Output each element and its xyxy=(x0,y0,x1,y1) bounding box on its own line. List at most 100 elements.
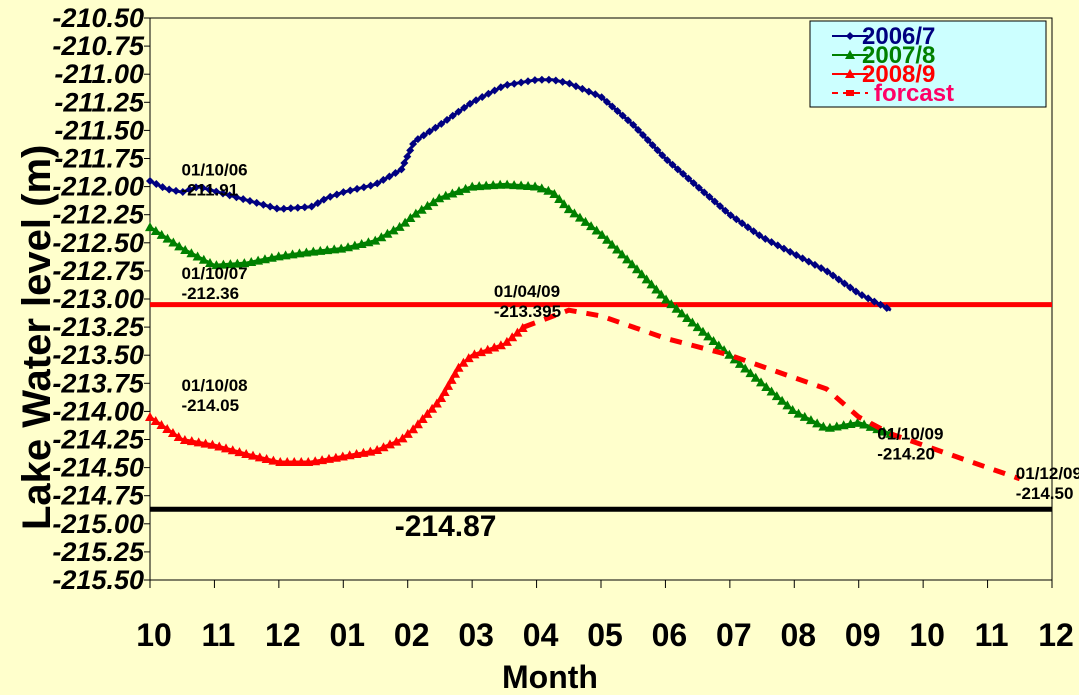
data-point xyxy=(261,453,272,463)
data-point xyxy=(287,249,298,259)
data-point xyxy=(467,181,478,191)
data-point xyxy=(716,202,725,211)
data-point xyxy=(150,416,161,426)
data-point xyxy=(171,186,180,195)
data-point xyxy=(817,264,826,273)
data-point xyxy=(388,225,399,235)
data-point xyxy=(397,433,408,443)
data-point xyxy=(732,215,741,224)
data-point xyxy=(185,185,194,194)
data-point xyxy=(214,441,225,451)
data-point xyxy=(416,204,427,214)
data-point xyxy=(602,234,613,244)
data-point xyxy=(413,135,422,144)
series-group xyxy=(145,75,1021,482)
data-point xyxy=(565,79,574,88)
data-point xyxy=(273,251,284,261)
data-point xyxy=(631,264,642,274)
data-point xyxy=(419,131,428,140)
data-point xyxy=(303,457,314,466)
data-point xyxy=(400,217,411,227)
data-point xyxy=(227,445,238,455)
data-point xyxy=(876,300,885,309)
data-point xyxy=(507,332,518,342)
data-point xyxy=(152,180,161,189)
x-tick-label: 08 xyxy=(780,617,816,653)
data-point xyxy=(516,180,527,190)
annotation-value: -211.91 xyxy=(181,180,238,199)
data-point xyxy=(530,181,541,191)
data-point xyxy=(530,76,539,85)
legend-item: 2006/7 xyxy=(832,23,935,50)
data-point xyxy=(326,192,335,201)
data-point xyxy=(410,208,421,218)
data-point xyxy=(397,165,406,174)
data-point xyxy=(463,353,474,363)
data-point xyxy=(425,127,434,136)
y-tick-label: -212.25 xyxy=(52,200,145,230)
data-point xyxy=(422,200,433,210)
data-point xyxy=(431,398,442,408)
data-point xyxy=(692,322,703,332)
data-point xyxy=(851,287,860,296)
data-point xyxy=(158,183,167,192)
data-point xyxy=(495,340,506,350)
data-point xyxy=(332,190,341,199)
x-tick-label: 05 xyxy=(587,617,623,653)
data-point xyxy=(489,342,500,352)
y-tick-label: -211.50 xyxy=(54,115,144,145)
data-point xyxy=(434,193,445,203)
data-point xyxy=(211,260,222,270)
data-point xyxy=(400,159,409,168)
legend-swatch-marker xyxy=(846,32,854,40)
data-point xyxy=(212,187,221,196)
data-point xyxy=(307,202,316,211)
data-point xyxy=(241,448,252,458)
data-point xyxy=(329,244,340,254)
data-point xyxy=(168,237,179,247)
data-point xyxy=(472,96,481,105)
data-point xyxy=(524,77,533,86)
data-point xyxy=(767,238,776,247)
data-point xyxy=(544,75,553,84)
data-point xyxy=(378,442,389,452)
data-point xyxy=(671,303,682,313)
annotation-date: 01/10/07 xyxy=(181,264,247,283)
x-tick-label: 04 xyxy=(523,617,559,653)
y-tick-label: -213.25 xyxy=(52,312,145,342)
legend-label: 2007/8 xyxy=(862,42,935,69)
data-point xyxy=(501,336,512,346)
data-point xyxy=(370,235,381,245)
data-point xyxy=(622,254,633,264)
series-2006-7 xyxy=(146,75,892,313)
data-point xyxy=(852,417,863,427)
data-point xyxy=(613,107,622,116)
data-point xyxy=(684,174,693,183)
data-point xyxy=(245,197,254,206)
data-point xyxy=(234,447,245,457)
data-point xyxy=(406,146,415,155)
data-point xyxy=(225,191,234,200)
data-point xyxy=(818,421,829,431)
y-tick-label: -213.50 xyxy=(52,340,144,370)
annotation-value: -212.36 xyxy=(181,284,239,303)
data-point xyxy=(734,358,745,368)
data-point xyxy=(339,188,348,197)
data-point xyxy=(239,258,250,268)
y-tick-label: -212.75 xyxy=(52,256,145,286)
data-point xyxy=(586,221,597,231)
data-point xyxy=(523,181,534,191)
legend-label: 2006/7 xyxy=(862,23,935,50)
data-point xyxy=(174,241,185,251)
data-point xyxy=(394,221,405,231)
data-point xyxy=(146,177,154,185)
data-point xyxy=(417,414,428,424)
data-point xyxy=(638,130,647,139)
data-point xyxy=(376,232,387,242)
data-point xyxy=(656,289,667,299)
data-point xyxy=(488,180,499,190)
data-point xyxy=(366,181,375,190)
y-tick-label: -210.50 xyxy=(52,3,144,33)
data-point xyxy=(359,183,368,192)
